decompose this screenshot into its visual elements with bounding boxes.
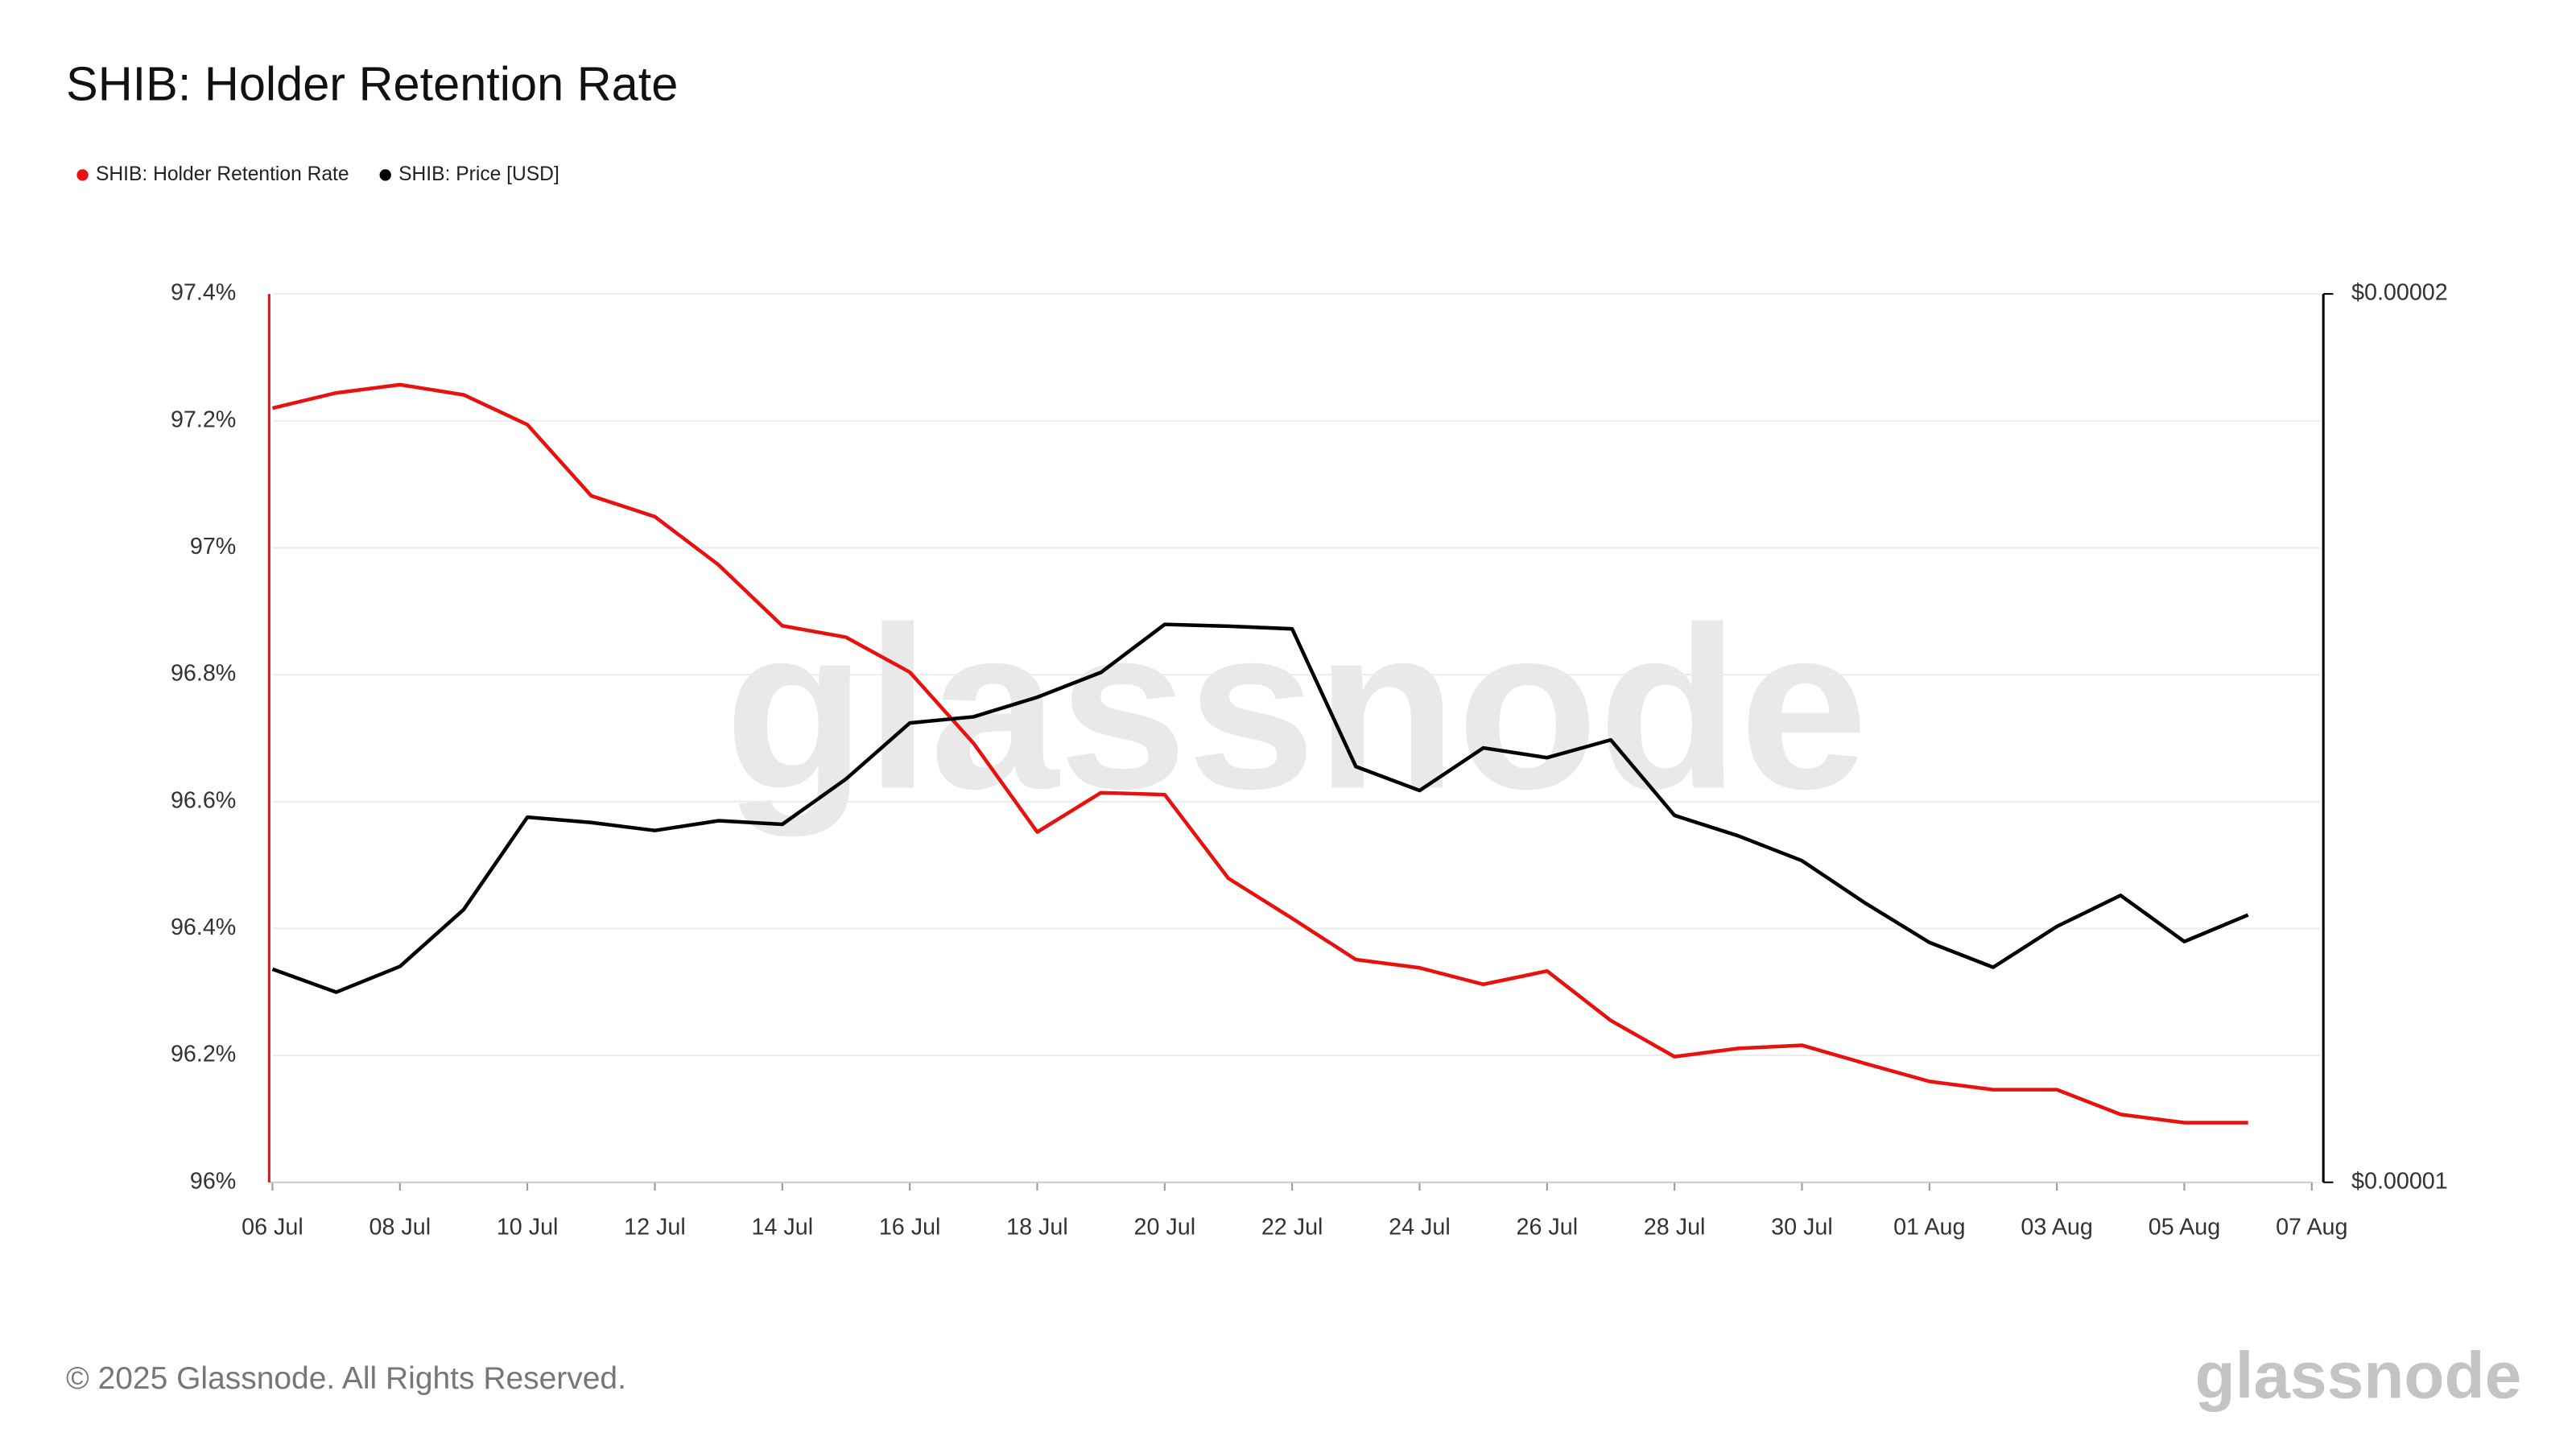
logo: glassnode <box>2195 1340 2522 1413</box>
x-tick-label: 24 Jul <box>1389 1215 1451 1241</box>
y2-tick-label: $0.00002 <box>2351 280 2448 306</box>
y-tick-label: 97.4% <box>171 280 236 306</box>
y-tick-label: 97% <box>190 534 236 559</box>
series-line <box>271 622 2249 994</box>
x-tick-label: 12 Jul <box>624 1215 686 1241</box>
y-tick-label: 96.2% <box>171 1042 236 1067</box>
x-tick-label: 28 Jul <box>1644 1215 1706 1241</box>
legend-marker <box>379 169 391 181</box>
y-tick-label: 96% <box>190 1168 236 1194</box>
watermark: glassnode <box>724 578 1868 838</box>
legend-label: SHIB: Holder Retention Rate <box>96 163 349 185</box>
x-tick-label: 06 Jul <box>242 1215 303 1241</box>
x-tick-label: 05 Aug <box>2149 1215 2220 1241</box>
y2-tick-label: $0.00001 <box>2351 1168 2448 1194</box>
x-tick-label: 10 Jul <box>497 1215 559 1241</box>
x-tick-label: 01 Aug <box>1893 1215 1965 1241</box>
x-tick-label: 22 Jul <box>1261 1215 1323 1241</box>
y-tick-label: 97.2% <box>171 407 236 432</box>
x-tick-label: 08 Jul <box>369 1215 431 1241</box>
x-tick-label: 03 Aug <box>2021 1215 2092 1241</box>
y-tick-label: 96.8% <box>171 661 236 687</box>
chart-title: SHIB: Holder Retention Rate <box>66 56 678 110</box>
x-tick-label: 26 Jul <box>1516 1215 1578 1241</box>
legend-label: SHIB: Price [USD] <box>398 163 559 185</box>
x-tick-label: 20 Jul <box>1133 1215 1195 1241</box>
x-tick-label: 07 Aug <box>2276 1215 2347 1241</box>
x-tick-label: 18 Jul <box>1006 1215 1068 1241</box>
y-tick-label: 96.4% <box>171 914 236 940</box>
x-tick-label: 30 Jul <box>1771 1215 1833 1241</box>
x-tick-label: 16 Jul <box>879 1215 941 1241</box>
legend-marker <box>76 169 89 181</box>
y-tick-label: 96.6% <box>171 787 236 813</box>
x-tick-label: 14 Jul <box>751 1215 813 1241</box>
footer: © 2025 Glassnode. All Rights Reserved. <box>66 1361 626 1396</box>
series-line <box>271 382 2248 1125</box>
